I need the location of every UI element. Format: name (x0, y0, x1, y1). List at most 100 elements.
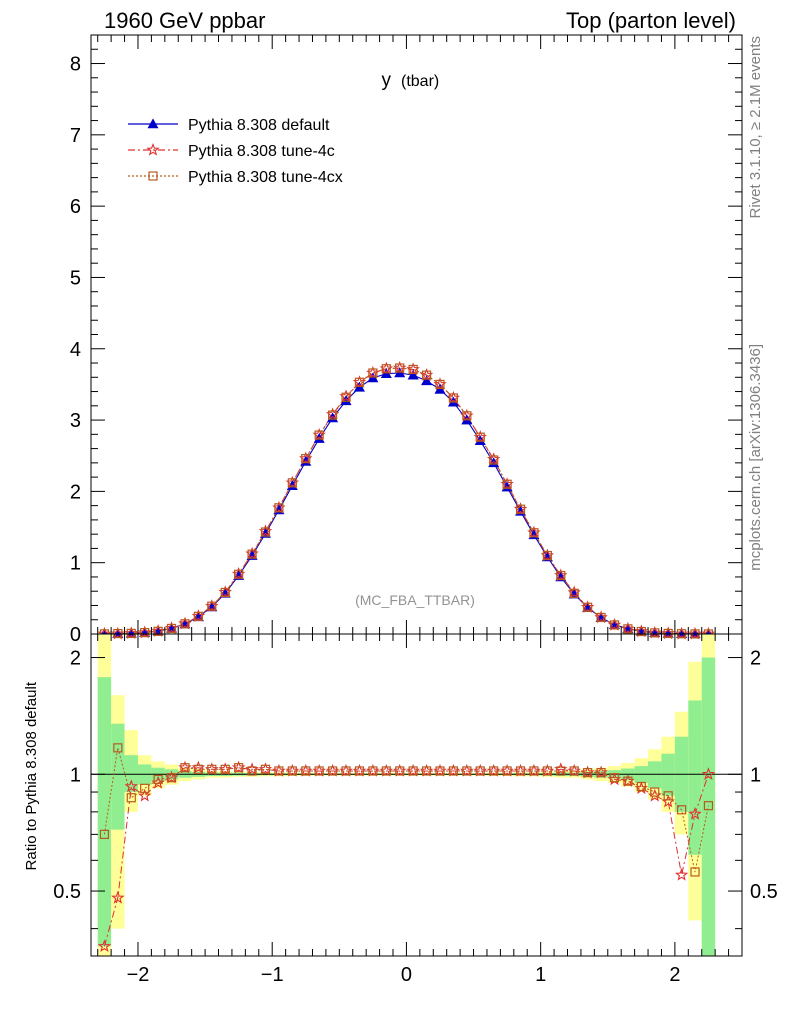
watermark: (MC_FBA_TTBAR) (355, 592, 475, 608)
ratio-band-inner (124, 755, 138, 793)
ratio-point (502, 766, 512, 776)
ratio-point (381, 766, 391, 776)
data-point-tune4cx (260, 527, 271, 537)
data-point-tune4cx (650, 628, 660, 638)
ratio-point (126, 793, 136, 803)
data-point-tune4cx (435, 379, 445, 390)
header-right: Top (parton level) (566, 8, 736, 33)
ratio-point (663, 791, 673, 801)
data-point-tune4cx (663, 628, 673, 639)
ratio-point (260, 764, 271, 774)
data-point-tune4cx (193, 611, 203, 621)
data-point-tune4cx (314, 430, 324, 440)
y-tick-label: 3 (70, 410, 81, 432)
data-point-tune4cx (515, 504, 526, 514)
ratio-point (301, 766, 311, 776)
ratio-band-inner (111, 723, 125, 830)
ratio-point (529, 766, 539, 776)
ratio-point (623, 776, 633, 786)
data-point-tune4cx (287, 478, 297, 488)
ratio-line-tune4cx (103, 747, 709, 873)
ratio-y-tick-label: 0.5 (750, 881, 778, 903)
ratio-point (688, 806, 702, 820)
data-point-tune4cx (166, 623, 177, 634)
data-point-tune4cx (126, 628, 136, 638)
data-point-tune4cx (421, 370, 432, 380)
legend-marker (148, 171, 158, 181)
ratio-band-inner (701, 657, 716, 956)
data-point-tune4cx (462, 411, 472, 421)
ratio-point (111, 890, 125, 904)
ratio-point (341, 766, 351, 776)
ratio-point (97, 939, 112, 953)
ratio-point (674, 867, 689, 881)
ratio-point (515, 766, 526, 776)
data-point-tune4cx (542, 550, 552, 561)
ratio-y-tick-label: 2 (750, 648, 761, 670)
main-panel: 0 1 2 3 4 5 6 7 8 y (tbar) (MC_FBA_TTBAR) Pythia… (70, 34, 743, 646)
ratio-point (247, 766, 257, 776)
ratio-point (207, 764, 217, 774)
data-point-tune4cx (301, 453, 311, 464)
data-point-tune4cx (448, 393, 459, 403)
series-line-tune4cx (104, 367, 709, 635)
x-tick-label: 0 (401, 964, 412, 986)
ratio-point (166, 773, 177, 783)
ratio-point (435, 766, 445, 776)
ratio-y-tick-label: 1 (70, 764, 81, 786)
y-tick-label: 6 (70, 196, 81, 218)
header-left: 1960 GeV ppbar (104, 8, 265, 33)
ratio-point (328, 766, 338, 776)
data-point-tune4cx (220, 587, 230, 598)
ratio-point (354, 766, 365, 776)
data-point-tune4cx (341, 392, 351, 402)
data-point-tune4cx (354, 377, 365, 387)
ratio-point (596, 768, 606, 778)
data-point-default (421, 375, 433, 386)
ratio-point (690, 867, 700, 877)
data-point-tune4cx (408, 364, 418, 375)
ratio-plot-content (91, 634, 742, 956)
ratio-point (609, 773, 620, 783)
y-tick-label: 1 (70, 553, 81, 575)
legend-label: Pythia 8.308 default (188, 117, 330, 134)
ratio-point (556, 766, 566, 776)
ratio-frame (90, 633, 743, 957)
data-point-tune4cx (529, 528, 539, 538)
data-point-tune4cx (234, 569, 244, 579)
data-point-tune4cx (274, 503, 284, 513)
main-axis-ticks: 0 1 2 3 4 5 6 7 8 (70, 34, 742, 646)
ratio-point (99, 829, 110, 839)
data-point-tune4cx (140, 628, 150, 638)
ratio-point (542, 766, 552, 776)
data-point-tune4cx (583, 602, 593, 612)
y-tick-label: 0 (70, 624, 81, 646)
legend-label: Pythia 8.308 tune-4cx (188, 169, 343, 186)
data-point-tune4cx (569, 588, 579, 598)
data-point-tune4cx (556, 570, 566, 581)
y-tick-label: 5 (70, 267, 81, 289)
data-point-tune4cx (328, 410, 338, 420)
data-point-tune4cx (609, 620, 620, 630)
y-tick-label: 8 (70, 54, 81, 76)
ratio-point (220, 764, 230, 774)
ratio-line-tune4c (103, 767, 709, 947)
data-point-tune4cx (368, 368, 378, 378)
ratio-point (395, 766, 405, 776)
ratio-band-inner (688, 700, 702, 855)
ratio-point (274, 766, 284, 776)
ratio-point (569, 766, 579, 776)
data-point-tune4cx (153, 626, 163, 636)
y-tick-label: 2 (70, 481, 81, 503)
ratio-band-inner (97, 677, 112, 947)
ratio-point (703, 801, 714, 811)
mcplots-label: mcplots.cern.ch [arXiv:1306.3436] (747, 344, 764, 571)
ratio-point (408, 766, 418, 776)
ratio-panel: −2 −1 0 1 2 0.5 0.5 1 1 2 2 Ratio to Pythia 8.308 … (23, 633, 778, 986)
ratio-point (701, 767, 716, 780)
data-point-tune4cx (596, 612, 606, 623)
x-tick-label: 2 (669, 964, 680, 986)
ratio-point (113, 743, 123, 753)
y-tick-label: 7 (70, 125, 81, 147)
ratio-point (676, 805, 687, 815)
